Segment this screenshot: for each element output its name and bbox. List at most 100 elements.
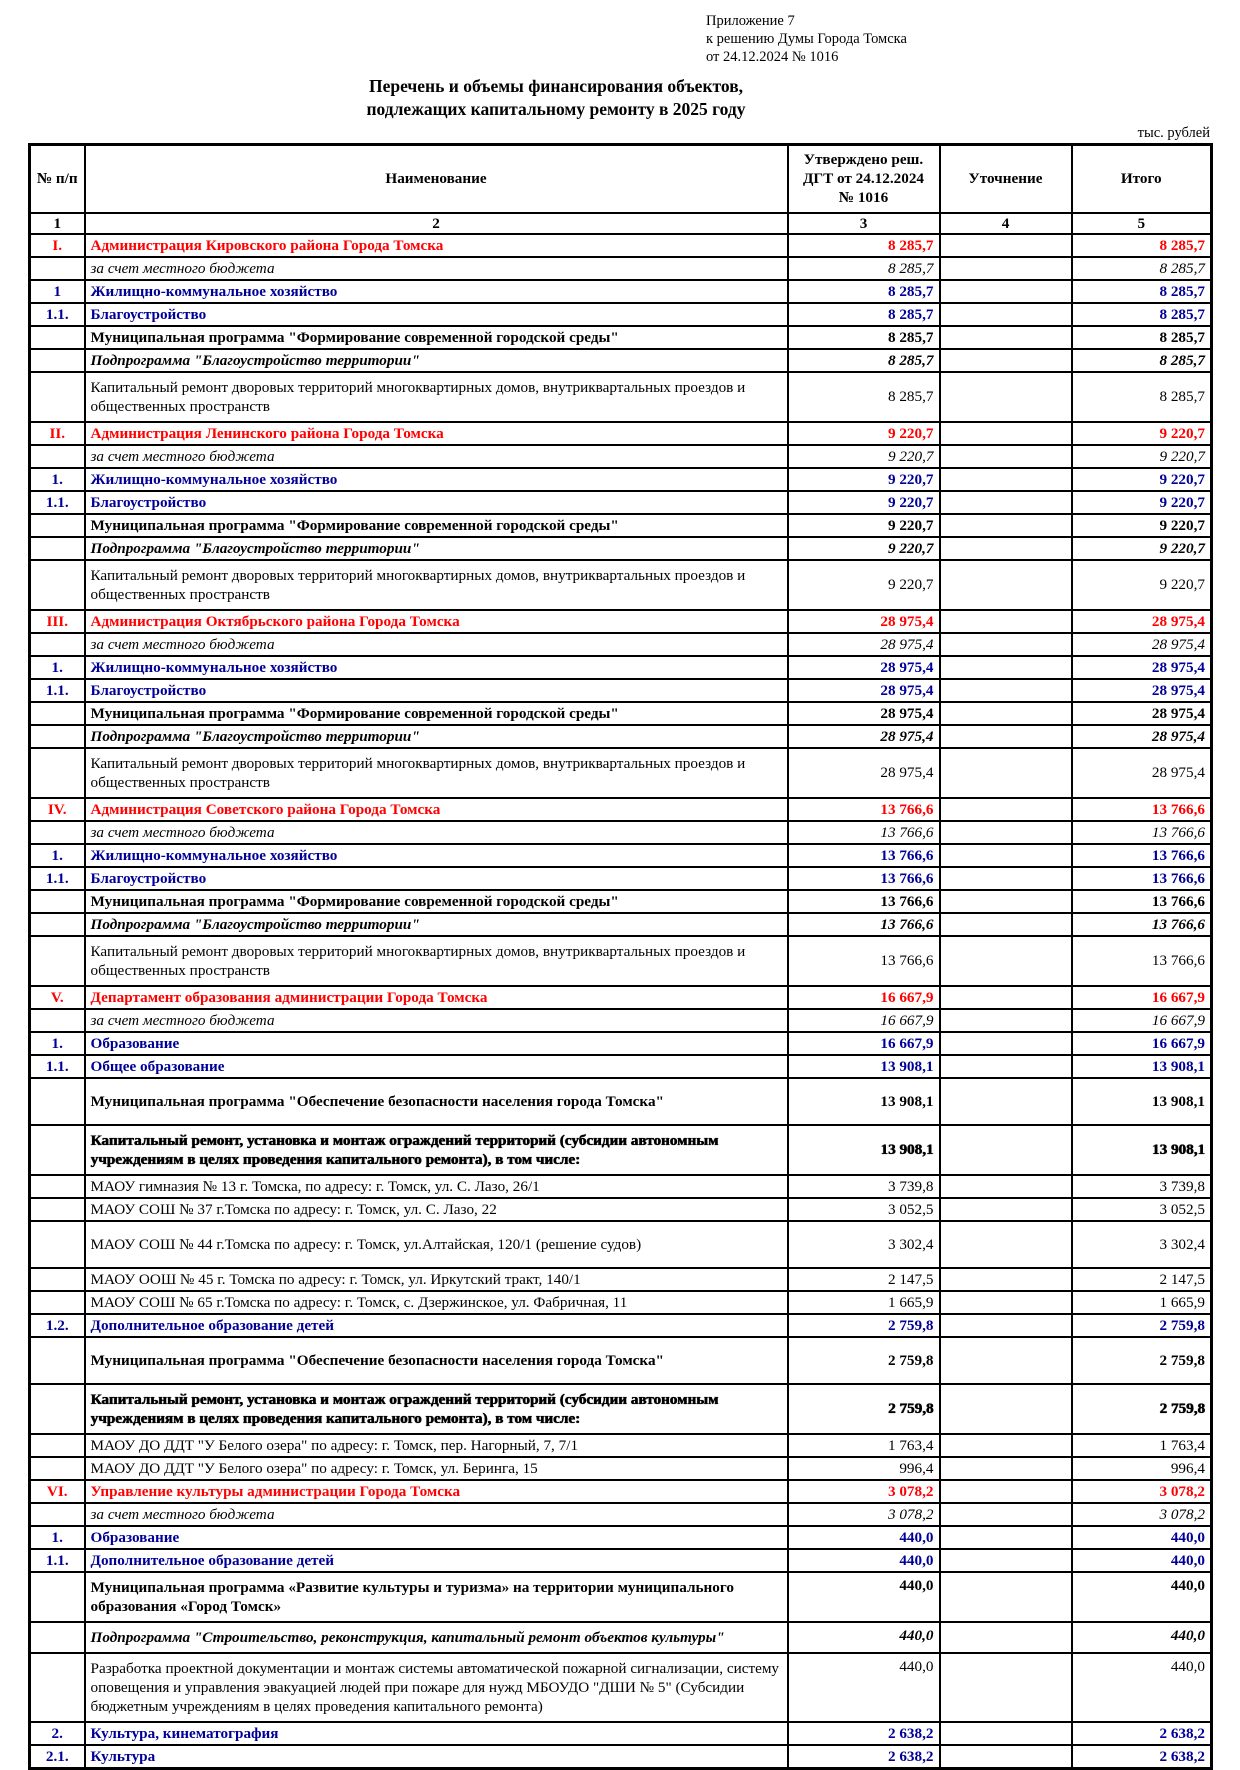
total-value-cell: 13 766,6: [1070, 796, 1213, 822]
row-number-cell: 2.1.: [28, 1743, 86, 1770]
col-header-name: Наименование: [83, 143, 789, 214]
row-number-cell: [28, 934, 86, 987]
approved-value-cell: 3 052,5: [786, 1196, 941, 1222]
clarification-cell: [938, 608, 1073, 634]
row-number-cell: II.: [28, 420, 86, 446]
approved-value-cell: 13 766,6: [786, 819, 941, 845]
clarification-cell: [938, 1547, 1073, 1573]
total-value-cell: 9 220,7: [1070, 420, 1213, 446]
table-row: Подпрограмма "Благоустройство территории…: [28, 723, 1213, 749]
row-number-cell: [28, 1196, 86, 1222]
table-row: за счет местного бюджета 3 078,2 3 078,2: [28, 1501, 1213, 1527]
clarification-cell: [938, 1382, 1073, 1435]
row-number-cell: [28, 1651, 86, 1723]
approved-value-cell: 3 078,2: [786, 1501, 941, 1527]
table-row: 2. Культура, кинематография 2 638,2 2 638,2: [28, 1720, 1213, 1746]
row-number-cell: V.: [28, 984, 86, 1010]
row-number-cell: [28, 1173, 86, 1199]
row-name-cell: Общее образование: [83, 1053, 789, 1079]
total-value-cell: 13 908,1: [1070, 1123, 1213, 1176]
column-number-5: 5: [1070, 211, 1213, 235]
row-number-cell: 1.: [28, 842, 86, 868]
row-number-cell: 1.1.: [28, 677, 86, 703]
row-number-cell: [28, 1620, 86, 1654]
approved-value-cell: 3 739,8: [786, 1173, 941, 1199]
table-row: Разработка проектной документации и монт…: [28, 1651, 1213, 1723]
approved-value-cell: 9 220,7: [786, 443, 941, 469]
table-row: МАОУ ООШ № 45 г. Томска по адресу: г. То…: [28, 1266, 1213, 1292]
row-number-cell: [28, 324, 86, 350]
clarification-cell: [938, 723, 1073, 749]
clarification-cell: [938, 1266, 1073, 1292]
total-value-cell: 16 667,9: [1070, 984, 1213, 1010]
table-row: 1.1. Благоустройство 8 285,7 8 285,7: [28, 301, 1213, 327]
clarification-cell: [938, 301, 1073, 327]
table-row: Муниципальная программа "Формирование со…: [28, 888, 1213, 914]
row-name-cell: Разработка проектной документации и монт…: [83, 1651, 789, 1723]
approved-value-cell: 9 220,7: [786, 489, 941, 515]
row-number-cell: [28, 819, 86, 845]
table-row: 1 Жилищно-коммунальное хозяйство 8 285,7 8 …: [28, 278, 1213, 304]
row-number-cell: [28, 1382, 86, 1435]
table-row: Подпрограмма "Благоустройство территории…: [28, 535, 1213, 561]
clarification-cell: [938, 700, 1073, 726]
total-value-cell: 13 766,6: [1070, 819, 1213, 845]
approved-value-cell: 13 766,6: [786, 934, 941, 987]
row-name-cell: за счет местного бюджета: [83, 819, 789, 845]
table-row: 1. Образование 440,0 440,0: [28, 1524, 1213, 1550]
total-value-cell: 8 285,7: [1070, 324, 1213, 350]
clarification-cell: [938, 324, 1073, 350]
row-name-cell: Администрация Кировского района Города Т…: [83, 232, 789, 258]
row-name-cell: за счет местного бюджета: [83, 1501, 789, 1527]
total-value-cell: 9 220,7: [1070, 512, 1213, 538]
table-row: II. Администрация Ленинского района Город…: [28, 420, 1213, 446]
total-value-cell: 8 285,7: [1070, 370, 1213, 423]
clarification-cell: [938, 1455, 1073, 1481]
row-number-cell: 1.: [28, 466, 86, 492]
row-number-cell: 1.1.: [28, 865, 86, 891]
approved-value-cell: 13 908,1: [786, 1053, 941, 1079]
clarification-cell: [938, 934, 1073, 987]
row-name-cell: Жилищно-коммунальное хозяйство: [83, 654, 789, 680]
row-name-cell: Муниципальная программа "Формирование со…: [83, 324, 789, 350]
approved-value-cell: 8 285,7: [786, 324, 941, 350]
row-name-cell: Культура: [83, 1743, 789, 1770]
row-name-cell: Капитальный ремонт дворовых территорий м…: [83, 370, 789, 423]
approved-value-cell: 440,0: [786, 1524, 941, 1550]
row-number-cell: IV.: [28, 796, 86, 822]
row-number-cell: VI.: [28, 1478, 86, 1504]
clarification-cell: [938, 796, 1073, 822]
clarification-cell: [938, 888, 1073, 914]
row-name-cell: Благоустройство: [83, 865, 789, 891]
page-title-line-1: Перечень и объемы финансирования объекто…: [368, 76, 744, 97]
row-name-cell: за счет местного бюджета: [83, 631, 789, 657]
row-number-cell: 2.: [28, 1720, 86, 1746]
table-row: 1.1. Благоустройство 9 220,7 9 220,7: [28, 489, 1213, 515]
total-value-cell: 1 665,9: [1070, 1289, 1213, 1315]
row-name-cell: Администрация Ленинского района Города Т…: [83, 420, 789, 446]
row-number-cell: [28, 1289, 86, 1315]
clarification-cell: [938, 984, 1073, 1010]
row-number-cell: [28, 1266, 86, 1292]
row-name-cell: МАОУ СОШ № 65 г.Томска по адресу: г. Том…: [83, 1289, 789, 1315]
total-value-cell: 8 285,7: [1070, 301, 1213, 327]
row-name-cell: Подпрограмма "Благоустройство территории…: [83, 911, 789, 937]
row-name-cell: Благоустройство: [83, 677, 789, 703]
clarification-cell: [938, 255, 1073, 281]
approved-value-cell: 13 766,6: [786, 911, 941, 937]
clarification-cell: [938, 1570, 1073, 1623]
table-row: Подпрограмма "Благоустройство территории…: [28, 911, 1213, 937]
total-value-cell: 9 220,7: [1070, 489, 1213, 515]
approved-value-cell: 13 766,6: [786, 842, 941, 868]
total-value-cell: 2 759,8: [1070, 1335, 1213, 1385]
column-number-1: 1: [28, 211, 86, 235]
page-title-line-2: подлежащих капитальному ремонту в 2025 г…: [366, 99, 746, 120]
approved-value-cell: 9 220,7: [786, 466, 941, 492]
total-value-cell: 440,0: [1070, 1651, 1213, 1723]
row-number-cell: [28, 1007, 86, 1033]
total-value-cell: 13 908,1: [1070, 1076, 1213, 1126]
table-row: 1. Жилищно-коммунальное хозяйство 13 766,6…: [28, 842, 1213, 868]
row-number-cell: III.: [28, 608, 86, 634]
row-name-cell: Жилищно-коммунальное хозяйство: [83, 466, 789, 492]
clarification-cell: [938, 1123, 1073, 1176]
